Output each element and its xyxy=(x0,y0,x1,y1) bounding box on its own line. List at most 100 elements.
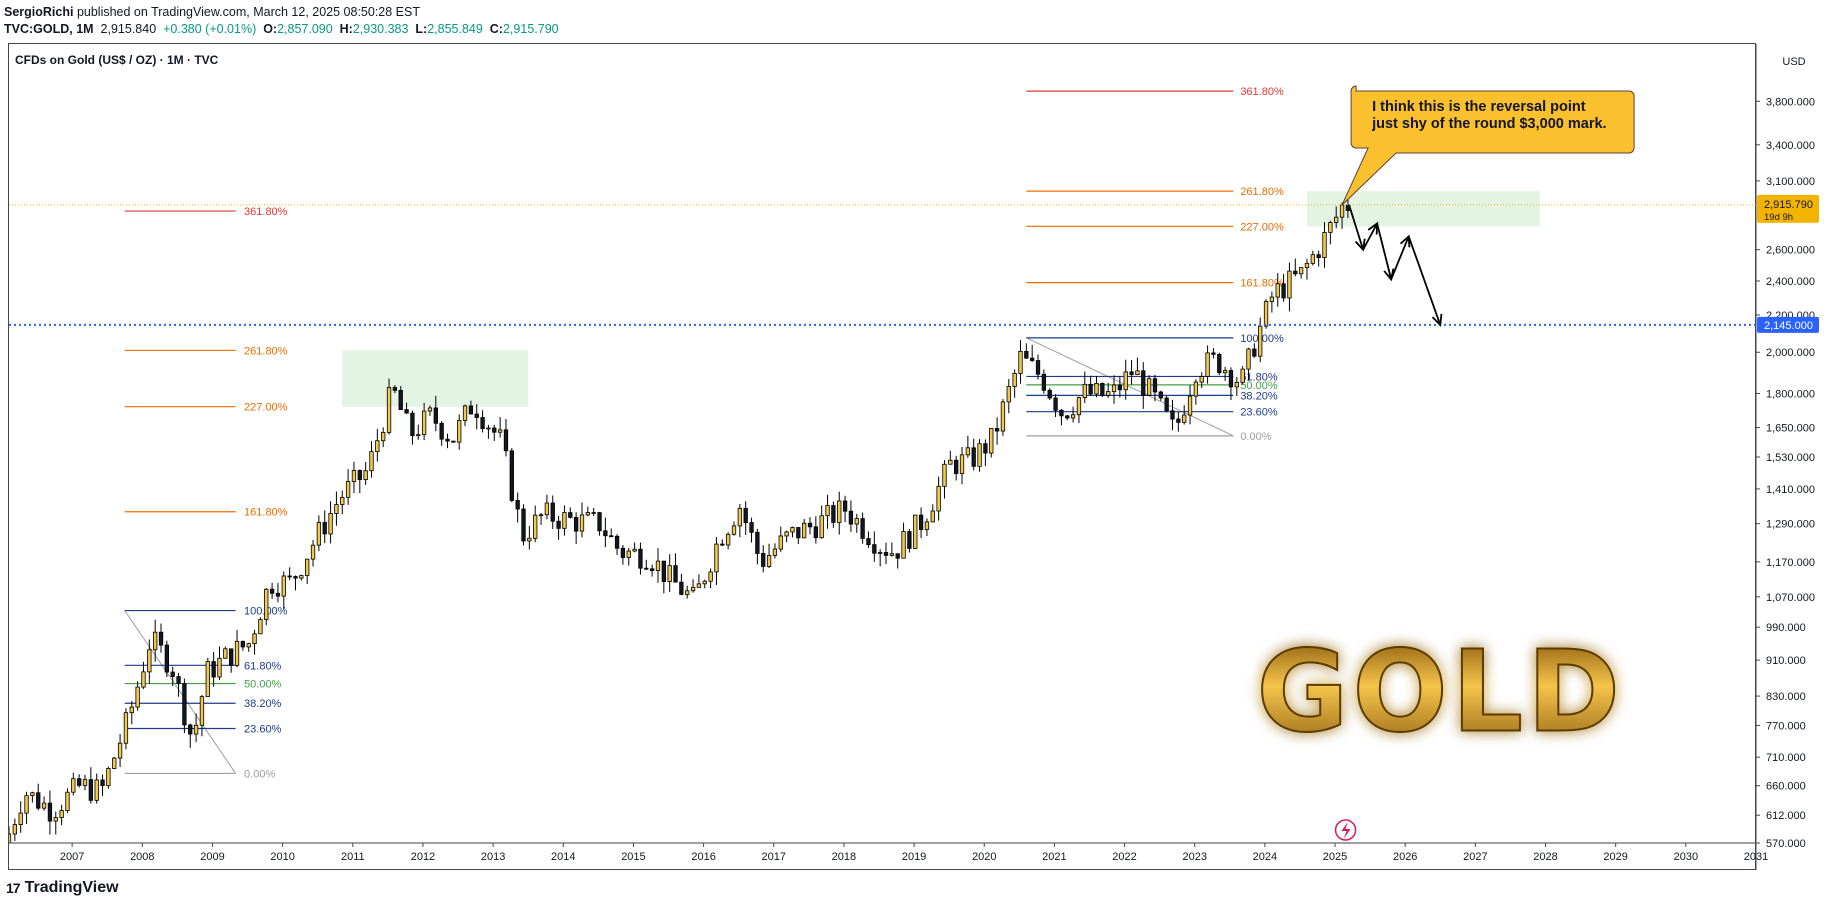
lightning-icon xyxy=(1334,819,1357,841)
candle-down xyxy=(275,592,281,597)
candle-down xyxy=(1129,371,1134,375)
candle-down xyxy=(77,778,82,786)
candle-up xyxy=(421,410,427,436)
candle-down xyxy=(100,779,105,787)
candle-up xyxy=(94,779,99,801)
tradingview-footer[interactable]: 17 TradingView xyxy=(6,879,119,897)
fib-extension-label: 361.80% xyxy=(244,206,288,218)
time-tick-label: 2021 xyxy=(1042,851,1066,863)
candle-down xyxy=(240,640,246,648)
candle-up xyxy=(345,481,351,498)
candle-up xyxy=(632,548,637,552)
ohlc-line: TVC:GOLD, 1M 2,915.840 +0.380 (+0.01%) O… xyxy=(4,21,559,38)
candle-down xyxy=(1281,283,1286,299)
candle-up xyxy=(246,643,251,648)
fib-extension-label: 227.00% xyxy=(244,402,288,414)
time-tick-label: 2027 xyxy=(1463,851,1487,863)
candle-up xyxy=(889,553,895,556)
candle-up xyxy=(205,661,210,698)
candle-up xyxy=(106,768,111,787)
candle-up xyxy=(381,431,386,442)
candle-down xyxy=(743,507,748,523)
brand-name: TradingView xyxy=(24,879,119,896)
candle-up xyxy=(18,812,23,826)
candle-down xyxy=(661,560,666,582)
candle-up xyxy=(1000,401,1006,432)
price-tick-label: 710.000 xyxy=(1766,752,1806,764)
candle-up xyxy=(1269,296,1275,302)
candle-down xyxy=(293,576,298,579)
price-tick-label: 1,170.000 xyxy=(1766,557,1815,569)
fib-level-label: 23.60% xyxy=(244,723,282,735)
candle-down xyxy=(1217,353,1222,374)
gold-watermark: GOLD xyxy=(1257,628,1624,758)
time-tick-label: 2010 xyxy=(270,851,294,863)
candle-up xyxy=(930,510,935,523)
candle-down xyxy=(170,671,175,677)
fib-extension-label: 161.80% xyxy=(244,507,288,519)
candle-up xyxy=(416,434,421,437)
candle-up xyxy=(533,514,538,539)
candle-down xyxy=(1293,270,1298,275)
candle-up xyxy=(591,512,596,514)
time-tick-label: 2030 xyxy=(1674,851,1698,863)
candle-up xyxy=(369,451,374,472)
candle-up xyxy=(1082,383,1087,399)
projection-segment xyxy=(1348,204,1364,250)
candle-down xyxy=(895,553,900,559)
publish-info: published on TradingView.com, March 12, … xyxy=(73,5,420,19)
time-tick-label: 2028 xyxy=(1533,851,1557,863)
current-price-countdown: 19d 9h xyxy=(1764,212,1793,223)
price-tick-label: 3,800.000 xyxy=(1766,96,1815,108)
callout-bubble xyxy=(1341,85,1635,206)
candle-down xyxy=(813,526,819,539)
time-tick-label: 2022 xyxy=(1112,851,1136,863)
candle-up xyxy=(1275,283,1280,298)
candle-down xyxy=(807,522,813,528)
candle-down xyxy=(1100,382,1105,396)
lightning-icon-ring xyxy=(1334,819,1357,841)
candle-down xyxy=(88,779,94,801)
candle-down xyxy=(182,683,187,726)
high-value: 2,930.383 xyxy=(352,22,409,36)
candle-up xyxy=(112,757,117,769)
price-change: +0.380 (+0.01%) xyxy=(163,22,257,36)
candle-up xyxy=(1006,386,1011,403)
author-name[interactable]: SergioRichi xyxy=(4,5,74,19)
candle-down xyxy=(474,413,479,418)
candle-down xyxy=(445,438,450,442)
candle-up xyxy=(702,580,707,585)
price-tick-label: 1,530.000 xyxy=(1766,452,1815,464)
candle-up xyxy=(1018,350,1023,374)
candle-down xyxy=(398,389,403,411)
tradingview-logo-icon: 17 xyxy=(6,880,21,896)
candles xyxy=(9,195,1351,843)
time-tick-label: 2026 xyxy=(1393,851,1417,863)
candle-up xyxy=(457,420,462,443)
candle-up xyxy=(153,631,158,651)
candle-down xyxy=(468,405,474,415)
fib-level-label: 50.00% xyxy=(244,679,282,691)
candle-up xyxy=(924,521,930,530)
candle-down xyxy=(1047,389,1052,399)
candle-up xyxy=(714,543,719,573)
candle-down xyxy=(1065,415,1070,419)
candle-up xyxy=(351,470,357,482)
fib-level-label: 61.80% xyxy=(1240,371,1278,383)
candle-up xyxy=(386,387,392,433)
last-price: 2,915.840 xyxy=(100,22,157,36)
price-tick-label: 1,800.000 xyxy=(1766,388,1815,400)
candle-down xyxy=(47,802,53,822)
candle-up xyxy=(363,470,368,480)
candle-down xyxy=(983,443,988,454)
candle-down xyxy=(176,676,181,684)
candle-up xyxy=(731,525,737,535)
candle-down xyxy=(1141,370,1146,396)
candle-down xyxy=(1176,418,1181,423)
candle-down xyxy=(521,508,526,542)
candle-down xyxy=(883,552,889,556)
time-tick-label: 2029 xyxy=(1603,851,1627,863)
candle-up xyxy=(264,588,269,620)
time-tick-label: 2012 xyxy=(411,851,435,863)
